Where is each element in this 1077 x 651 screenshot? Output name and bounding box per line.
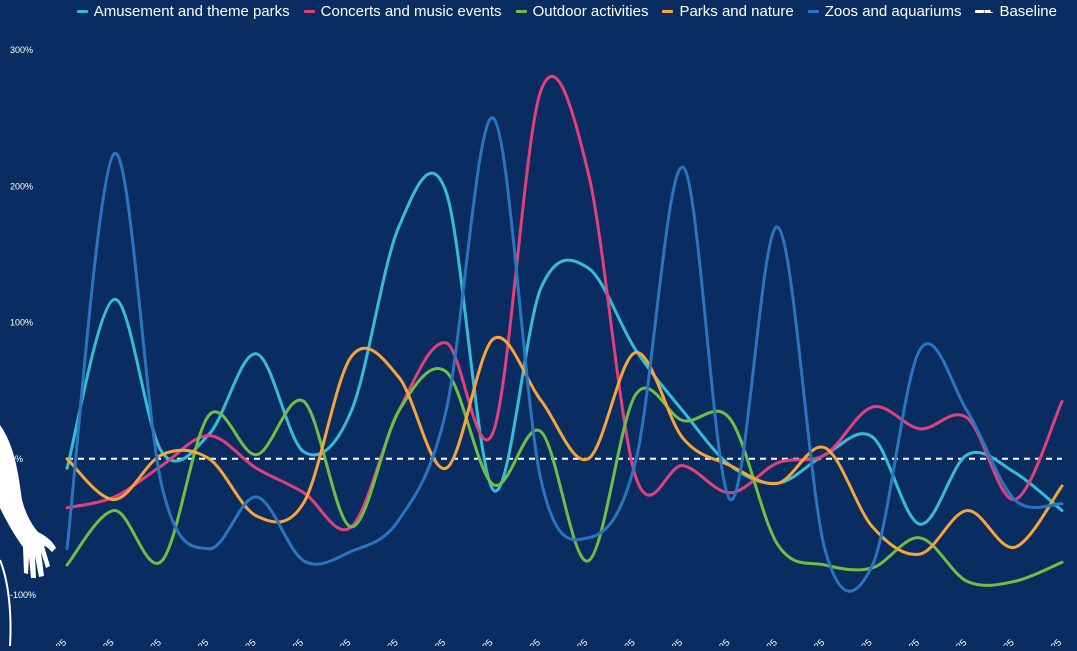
- series-line-amusement-and-theme-parks: [65, 171, 1064, 526]
- x-tick-label: 29/09/2025: [1023, 637, 1064, 646]
- x-tick-label: 09/06/2025: [265, 637, 306, 646]
- series-line-concerts-and-music-events: [65, 74, 1064, 532]
- legend-item-amusement-and-theme-parks: Amusement and theme parks: [76, 2, 290, 20]
- series-line-parks-and-nature: [65, 335, 1064, 556]
- legend-swatch: [807, 9, 819, 13]
- x-tick-label: 30/06/2025: [407, 637, 448, 646]
- legend: Amusement and theme parks Concerts and mu…: [76, 0, 1057, 22]
- x-tick-label: 04/08/2025: [644, 637, 685, 646]
- x-tick-label: 11/08/2025: [692, 637, 733, 646]
- y-tick-label: 100%: [10, 318, 33, 328]
- x-tick-label: 14/07/2025: [502, 637, 543, 646]
- legend-item-parks-and-nature: Parks and nature: [662, 2, 794, 20]
- legend-label: Parks and nature: [679, 2, 794, 20]
- x-tick-label: 15/09/2025: [928, 637, 969, 646]
- x-tick-label: 18/08/2025: [738, 637, 779, 646]
- legend-label: Outdoor activities: [532, 2, 649, 20]
- series-line-zoos-and-aquariums: [65, 116, 1064, 593]
- y-tick-label: 0%: [10, 454, 23, 464]
- legend-item-concerts-and-music-events: Concerts and music events: [303, 2, 502, 20]
- legend-item-outdoor-activities: Outdoor activities: [515, 2, 649, 20]
- x-tick-label: 21/07/2025: [549, 637, 590, 646]
- x-tick-label: 05/05/2025: [28, 637, 69, 646]
- x-tick-label: 08/09/2025: [881, 637, 922, 646]
- x-tick-label: 07/07/2025: [454, 637, 495, 646]
- legend-label: Concerts and music events: [320, 2, 502, 20]
- x-tick-label: 25/08/2025: [786, 637, 827, 646]
- x-tick-label: 26/05/2025: [170, 637, 211, 646]
- x-tick-label: 28/07/2025: [596, 637, 637, 646]
- series-line-outdoor-activities: [65, 367, 1064, 587]
- legend-item-zoos-and-aquariums: Zoos and aquariums: [807, 2, 962, 20]
- legend-swatch: [303, 9, 315, 13]
- x-tick-label: 02/06/2025: [217, 637, 258, 646]
- decorative-figure-icon: [0, 425, 56, 647]
- y-tick-label: 200%: [10, 181, 33, 191]
- legend-swatch: [975, 9, 994, 13]
- legend-item-baseline: Baseline: [975, 3, 1057, 20]
- legend-swatch: [515, 9, 527, 13]
- y-tick-label: 300%: [10, 45, 33, 55]
- legend-label: Baseline: [999, 2, 1057, 20]
- x-tick-label: 22/09/2025: [975, 637, 1016, 646]
- legend-label: Zoos and aquariums: [824, 2, 962, 20]
- legend-swatch: [662, 9, 674, 13]
- x-tick-label: 19/05/2025: [122, 637, 163, 646]
- legend-swatch: [76, 9, 88, 13]
- x-tick-label: 16/06/2025: [312, 637, 353, 646]
- legend-label: Amusement and theme parks: [93, 2, 290, 20]
- x-tick-label: 23/06/2025: [359, 637, 400, 646]
- x-tick-label: 12/05/2025: [75, 637, 116, 646]
- y-tick-label: -100%: [10, 590, 36, 600]
- x-tick-label: 01/09/2025: [833, 637, 874, 646]
